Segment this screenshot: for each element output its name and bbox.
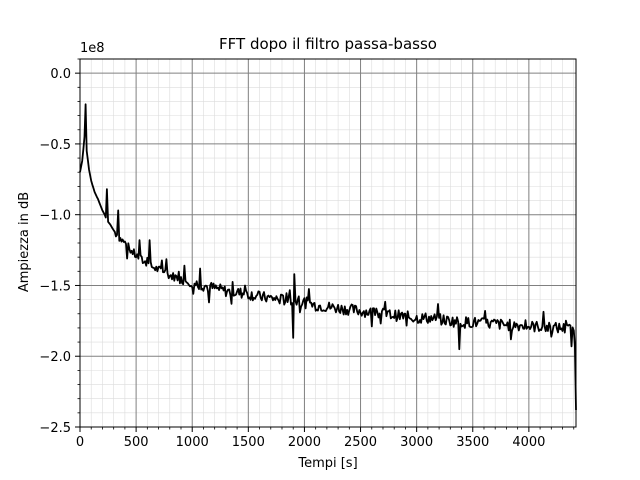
x-tick-label: 0 <box>76 435 84 450</box>
series-layer <box>79 103 577 411</box>
y-axis-offset-text: 1e8 <box>80 41 105 56</box>
x-tick-label: 4000 <box>512 435 545 450</box>
y-tick-label: −2.0 <box>39 350 71 365</box>
y-axis-label: Ampiezza in dB <box>17 192 32 292</box>
x-tick-label: 3500 <box>456 435 489 450</box>
y-tick-label: −1.5 <box>39 279 71 294</box>
y-tick-label: −0.5 <box>39 138 71 153</box>
series-line <box>79 103 577 411</box>
y-tick-label: −2.5 <box>39 421 71 436</box>
minor-grid <box>80 58 576 427</box>
x-axis-ticks: 0 500 1000 1500 2000 2500 3000 3500 4000 <box>76 427 575 450</box>
chart-title: FFT dopo il filtro passa-basso <box>219 35 437 53</box>
x-axis-label: Tempi [s] <box>297 456 357 471</box>
x-tick-label: 2000 <box>288 435 321 450</box>
x-tick-label: 3000 <box>400 435 433 450</box>
y-tick-label: 0.0 <box>50 67 71 82</box>
y-axis-ticks: 0.0 −0.5 −1.0 −1.5 −2.0 −2.5 <box>39 58 80 436</box>
y-tick-label: −1.0 <box>39 209 71 224</box>
x-tick-label: 1500 <box>232 435 265 450</box>
x-tick-label: 2500 <box>344 435 377 450</box>
x-tick-label: 500 <box>124 435 149 450</box>
x-tick-label: 1000 <box>176 435 209 450</box>
